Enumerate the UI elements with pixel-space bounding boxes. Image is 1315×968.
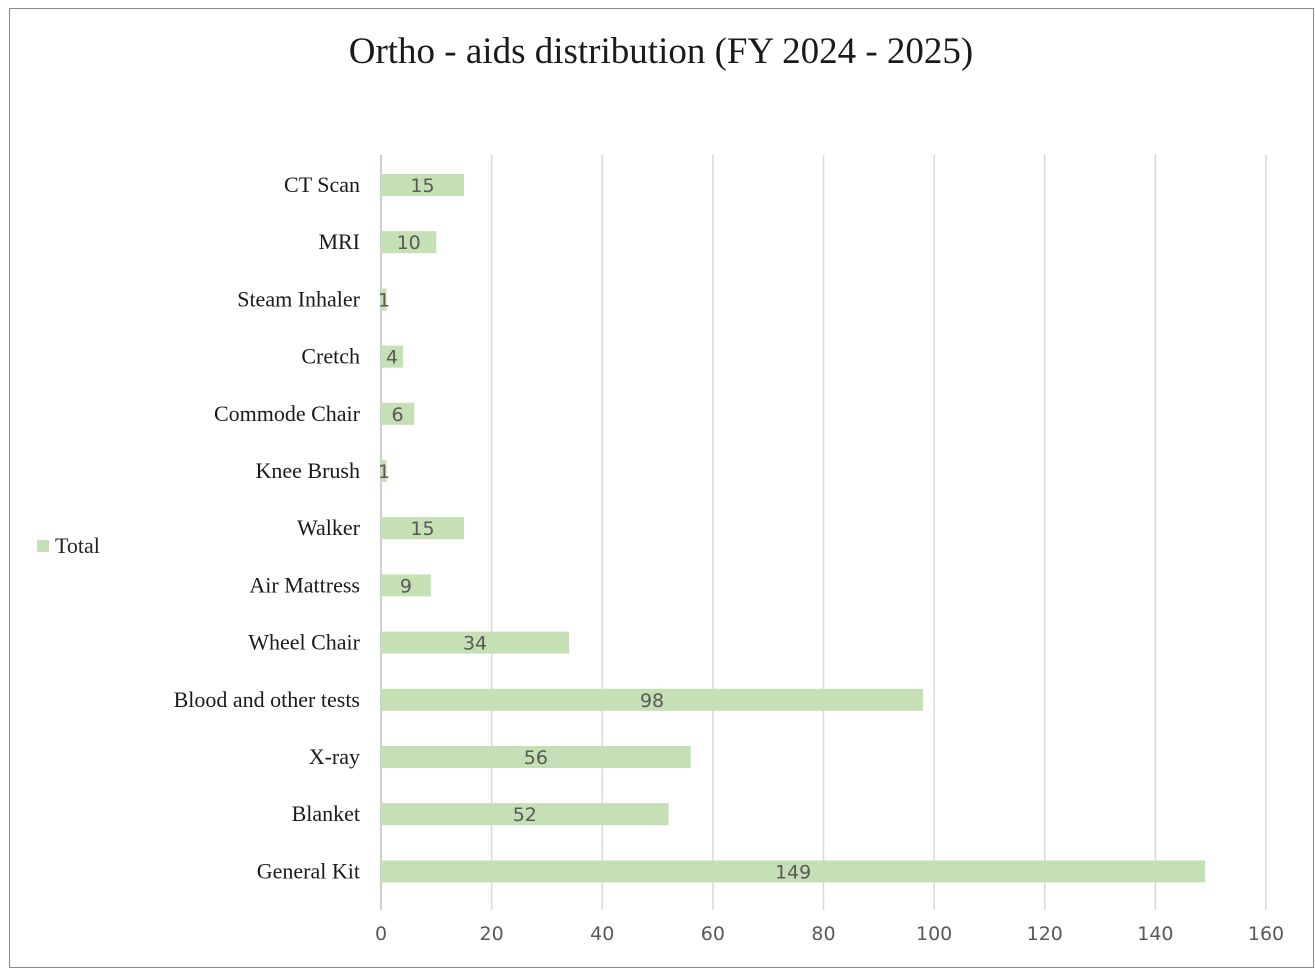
x-tick-label: 20 bbox=[480, 923, 504, 945]
category-label: CT Scan bbox=[284, 172, 360, 197]
data-label: 9 bbox=[400, 575, 412, 597]
data-label: 149 bbox=[775, 861, 811, 883]
category-label: MRI bbox=[318, 229, 360, 254]
bar bbox=[381, 402, 415, 425]
category-label: Knee Brush bbox=[256, 458, 360, 483]
bar bbox=[381, 688, 924, 711]
bar bbox=[381, 460, 387, 482]
bar bbox=[381, 345, 404, 368]
legend-swatch bbox=[37, 540, 49, 552]
x-tick-label: 40 bbox=[590, 923, 614, 945]
chart-title: Ortho - aids distribution (FY 2024 - 202… bbox=[348, 31, 974, 72]
x-tick-label: 0 bbox=[375, 923, 387, 945]
data-label: 56 bbox=[524, 747, 548, 769]
data-label: 10 bbox=[397, 232, 421, 254]
data-label: 1 bbox=[378, 461, 390, 483]
x-tick-label: 80 bbox=[811, 923, 835, 945]
category-label: Steam Inhaler bbox=[237, 286, 360, 311]
bar bbox=[381, 631, 570, 654]
bar bbox=[381, 574, 431, 597]
bar bbox=[381, 860, 1206, 883]
legend-label: Total bbox=[55, 533, 100, 558]
data-label: 52 bbox=[513, 804, 537, 826]
bar bbox=[381, 517, 464, 540]
category-label: X-ray bbox=[309, 744, 360, 769]
bar bbox=[381, 803, 669, 826]
data-label: 1 bbox=[378, 289, 390, 311]
category-label: Wheel Chair bbox=[248, 630, 360, 655]
bar bbox=[381, 746, 691, 768]
x-tick-label: 120 bbox=[1027, 923, 1063, 945]
category-label: Cretch bbox=[301, 344, 360, 369]
data-label: 15 bbox=[410, 175, 434, 197]
category-label: Air Mattress bbox=[249, 572, 360, 597]
category-label: Commode Chair bbox=[214, 401, 361, 426]
x-tick-label: 140 bbox=[1137, 923, 1173, 945]
data-label: 98 bbox=[640, 690, 664, 712]
data-label: 34 bbox=[463, 633, 487, 655]
data-label: 4 bbox=[386, 347, 398, 369]
bar bbox=[381, 231, 437, 254]
category-label: Walker bbox=[297, 515, 361, 540]
bar bbox=[381, 288, 387, 311]
x-tick-label: 160 bbox=[1248, 923, 1284, 945]
bar bbox=[381, 174, 464, 196]
category-label: General Kit bbox=[257, 858, 360, 883]
category-label: Blanket bbox=[292, 801, 360, 826]
data-label: 6 bbox=[392, 404, 404, 426]
data-label: 15 bbox=[410, 518, 434, 540]
x-tick-label: 60 bbox=[701, 923, 725, 945]
x-tick-label: 100 bbox=[916, 923, 952, 945]
category-label: Blood and other tests bbox=[174, 687, 360, 712]
legend: Total bbox=[37, 533, 100, 559]
